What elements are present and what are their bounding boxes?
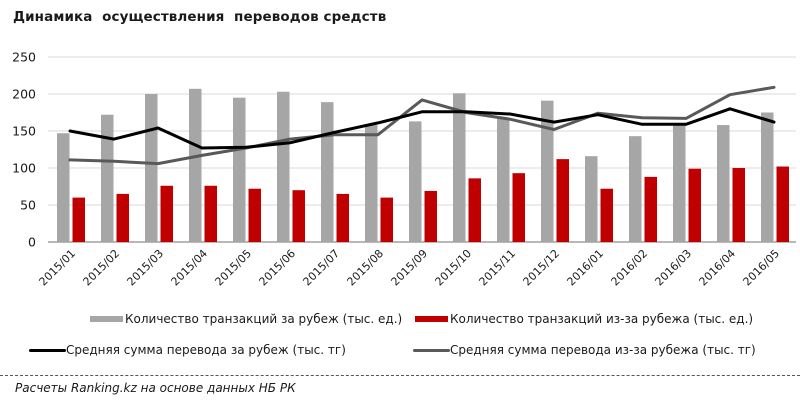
bar-transactions-abroad (277, 91, 290, 242)
bar-transactions-from-abroad (556, 159, 569, 242)
x-tick-label: 2016/01 (565, 247, 607, 289)
y-tick-label: 0 (28, 235, 36, 250)
bar-transactions-abroad (321, 102, 334, 242)
legend-swatch-black-line (29, 348, 66, 352)
x-tick-label: 2015/09 (389, 247, 431, 289)
x-tick-label: 2015/05 (213, 247, 255, 289)
y-tick-label: 150 (12, 124, 36, 139)
bar-transactions-from-abroad (688, 168, 701, 242)
bar-transactions-abroad (497, 117, 510, 242)
bar-transactions-from-abroad (512, 173, 525, 242)
x-tick-label: 2016/05 (741, 247, 783, 289)
bar-transactions-from-abroad (248, 188, 261, 242)
bar-transactions-abroad (453, 93, 466, 242)
x-axis-ticks: 2015/01 2015/02 2015/03 2015/04 2015/05 2015/… (37, 247, 783, 289)
x-tick-label: 2015/11 (477, 247, 519, 289)
legend-swatch-gray-line (413, 348, 450, 352)
bar-series (57, 88, 789, 242)
legend-label: Средняя сумма перевода из-за рубежа (тыс… (450, 343, 756, 357)
bar-transactions-from-abroad (732, 168, 745, 242)
bar-transactions-abroad (409, 121, 422, 242)
bar-transactions-abroad (761, 112, 774, 242)
line-avg-abroad (68, 107, 776, 150)
bar-transactions-from-abroad (468, 178, 481, 242)
source-note: Расчеты Ranking.kz на основе данных НБ Р… (15, 381, 296, 395)
bar-transactions-from-abroad (160, 185, 173, 242)
legend-label: Количество транзакций из-за рубежа (тыс.… (450, 312, 754, 326)
y-tick-label: 250 (12, 50, 36, 65)
y-axis-ticks: 0 50 100 150 200 250 (12, 50, 36, 250)
bar-transactions-abroad (101, 114, 114, 242)
x-tick-label: 2015/08 (345, 247, 387, 289)
legend-item-transactions-from-abroad: Количество транзакций из-за рубежа (тыс.… (415, 312, 753, 326)
bar-transactions-from-abroad (72, 197, 85, 242)
bar-transactions-from-abroad (116, 193, 129, 242)
x-tick-label: 2015/07 (301, 247, 343, 289)
bar-transactions-from-abroad (600, 188, 613, 242)
x-tick-label: 2016/02 (609, 247, 651, 289)
x-tick-label: 2015/03 (125, 247, 167, 289)
bar-transactions-abroad (189, 88, 202, 242)
legend-item-transactions-abroad: Количество транзакций за рубеж (тыс. ед.… (90, 312, 402, 326)
gridlines (48, 56, 796, 243)
bar-transactions-from-abroad (424, 190, 437, 242)
y-tick-label: 50 (20, 198, 36, 213)
bar-transactions-abroad (57, 133, 70, 242)
legend-label: Средняя сумма перевода за рубеж (тыс. тг… (66, 343, 346, 357)
footer-divider (0, 375, 800, 376)
line-series (68, 85, 776, 166)
x-tick-label: 2016/03 (653, 247, 695, 289)
x-tick-label: 2015/10 (433, 247, 475, 289)
bar-transactions-abroad (365, 125, 378, 242)
bar-transactions-abroad (145, 94, 158, 242)
bar-transactions-from-abroad (380, 197, 393, 242)
bar-transactions-from-abroad (292, 190, 305, 242)
x-tick-label: 2015/02 (81, 247, 123, 289)
bar-transactions-abroad (717, 125, 730, 242)
x-tick-label: 2015/12 (521, 247, 563, 289)
bar-transactions-abroad (673, 123, 686, 242)
bar-transactions-from-abroad (336, 193, 349, 242)
y-tick-label: 100 (12, 161, 36, 176)
bar-transactions-abroad (585, 156, 598, 242)
x-tick-label: 2015/06 (257, 247, 299, 289)
legend-swatch-red-bar (415, 316, 448, 322)
bar-transactions-abroad (541, 100, 554, 242)
x-tick-label: 2016/04 (697, 247, 739, 289)
legend-swatch-gray-bar (90, 316, 123, 322)
legend-label: Количество транзакций за рубеж (тыс. ед.… (125, 312, 403, 326)
chart-legend: Количество транзакций за рубеж (тыс. ед.… (0, 312, 800, 364)
bar-transactions-from-abroad (644, 176, 657, 242)
legend-item-avg-transfer-abroad: Средняя сумма перевода за рубеж (тыс. тг… (29, 343, 346, 357)
legend-item-avg-transfer-from-abroad: Средняя сумма перевода из-за рубежа (тыс… (413, 343, 756, 357)
bar-transactions-from-abroad (776, 166, 789, 242)
chart-title: Динамика осуществления переводов средств (13, 9, 387, 25)
bar-transactions-abroad (629, 136, 642, 242)
line-avg-from-abroad (68, 85, 776, 166)
y-tick-label: 200 (12, 87, 36, 102)
bar-transactions-abroad (233, 97, 246, 242)
x-tick-label: 2015/01 (37, 247, 79, 289)
bar-transactions-from-abroad (204, 185, 217, 242)
x-tick-label: 2015/04 (169, 247, 211, 289)
